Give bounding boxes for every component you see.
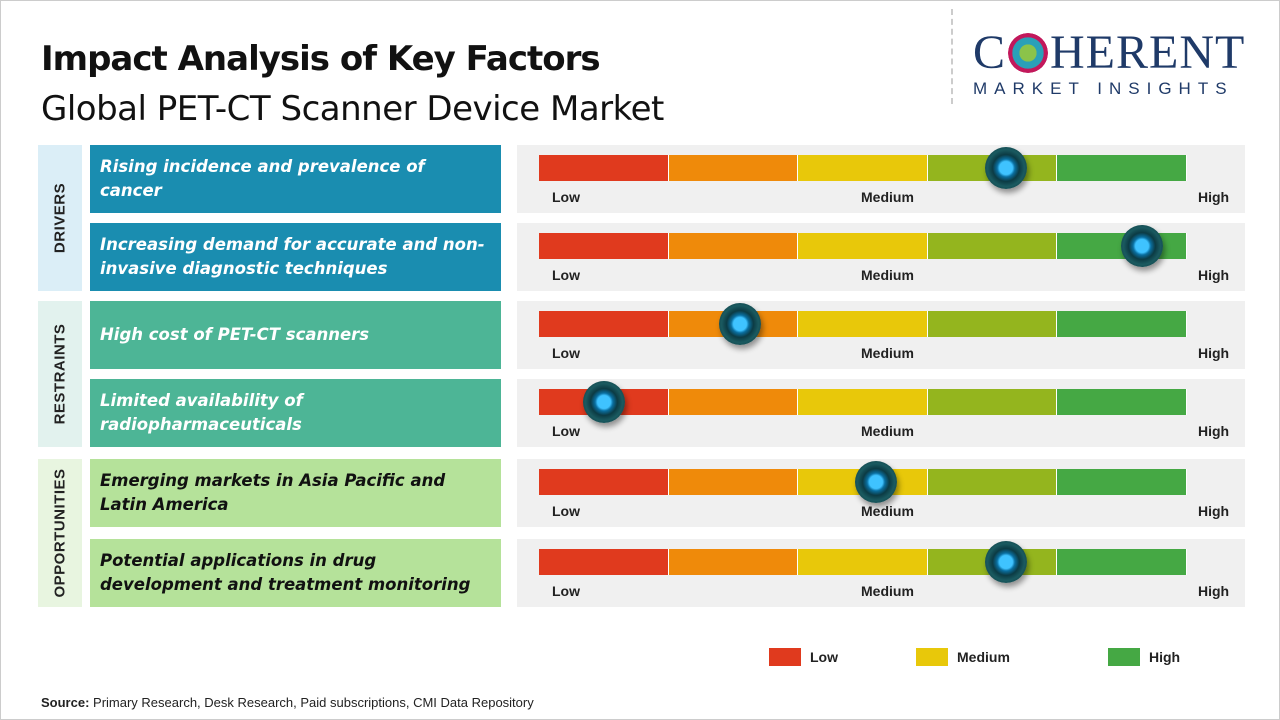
gauge-bar: [539, 225, 1187, 267]
factor-card: Potential applications in drug developme…: [90, 539, 501, 607]
gauge-segment: [1057, 155, 1187, 181]
gauge-segment: [668, 389, 799, 415]
gauge-segment: [668, 233, 799, 259]
gauge-segment: [668, 549, 799, 575]
gauge-segment: [798, 389, 928, 415]
logo: C HERENT MARKET INSIGHTS: [951, 9, 1271, 104]
scale-label-high: High: [1198, 345, 1230, 361]
section-label: OPPORTUNITIES: [51, 468, 69, 598]
legend-high: High: [1108, 648, 1180, 666]
scale-label-high: High: [1198, 189, 1230, 205]
scale-label-medium: Medium: [861, 189, 914, 205]
source-note: Source: Primary Research, Desk Research,…: [41, 695, 534, 710]
gauge-segment: [927, 311, 1058, 337]
impact-gauge: Low Medium High: [517, 223, 1245, 291]
page-title: Impact Analysis of Key Factors: [41, 39, 601, 79]
scale-label-high: High: [1198, 503, 1230, 519]
gauge-segment: [539, 311, 669, 337]
impact-gauge: Low Medium High: [517, 459, 1245, 527]
scale-label-high: High: [1198, 583, 1230, 599]
section-label: DRIVERS: [51, 182, 69, 254]
impact-gauge: Low Medium High: [517, 301, 1245, 369]
gauge-segment: [1057, 549, 1187, 575]
gauge-segment: [927, 389, 1058, 415]
gauge-segment: [539, 549, 669, 575]
gauge-bar: [539, 461, 1187, 503]
scale-label-medium: Medium: [861, 345, 914, 361]
page-subtitle: Global PET-CT Scanner Device Market: [41, 89, 664, 129]
gauge-segment: [1057, 311, 1187, 337]
scale-label-medium: Medium: [861, 423, 914, 439]
scale-label-low: Low: [552, 583, 580, 599]
impact-gauge: Low Medium High: [517, 145, 1245, 213]
section-label: RESTRAINTS: [51, 323, 69, 425]
gauge-segment: [927, 233, 1058, 259]
globe-icon: [1008, 33, 1049, 73]
section-restraints: RESTRAINTS: [38, 301, 82, 447]
gauge-segment: [798, 233, 928, 259]
scale-label-low: Low: [552, 503, 580, 519]
scale-label-low: Low: [552, 423, 580, 439]
scale-label-low: Low: [552, 267, 580, 283]
factor-card: Emerging markets in Asia Pacific and Lat…: [90, 459, 501, 527]
gauge-segment: [927, 469, 1058, 495]
impact-marker: [718, 303, 761, 345]
impact-marker: [854, 461, 897, 503]
scale-label-low: Low: [552, 345, 580, 361]
impact-gauge: Low Medium High: [517, 379, 1245, 447]
gauge-segment: [668, 155, 799, 181]
legend-low: Low: [769, 648, 838, 666]
factor-card: Rising incidence and prevalence of cance…: [90, 145, 501, 213]
gauge-segment: [798, 549, 928, 575]
gauge-segment: [798, 155, 928, 181]
impact-marker: [984, 541, 1027, 583]
scale-label-medium: Medium: [861, 503, 914, 519]
scale-label-high: High: [1198, 267, 1230, 283]
section-drivers: DRIVERS: [38, 145, 82, 291]
gauge-segment: [668, 469, 799, 495]
gauge-segment: [539, 155, 669, 181]
section-opportunities: OPPORTUNITIES: [38, 459, 82, 607]
gauge-segment: [798, 311, 928, 337]
scale-label-medium: Medium: [861, 267, 914, 283]
gauge-segment: [539, 469, 669, 495]
legend-medium: Medium: [916, 648, 1010, 666]
impact-marker: [582, 381, 625, 423]
factor-card: High cost of PET-CT scanners: [90, 301, 501, 369]
gauge-segment: [539, 233, 669, 259]
factor-card: Increasing demand for accurate and non-i…: [90, 223, 501, 291]
scale-label-low: Low: [552, 189, 580, 205]
impact-marker: [1120, 225, 1163, 267]
gauge-bar: [539, 147, 1187, 189]
gauge-bar: [539, 381, 1187, 423]
gauge-bar: [539, 541, 1187, 583]
scale-label-medium: Medium: [861, 583, 914, 599]
impact-gauge: Low Medium High: [517, 539, 1245, 607]
factor-card: Limited availability of radiopharmaceuti…: [90, 379, 501, 447]
gauge-bar: [539, 303, 1187, 345]
impact-marker: [984, 147, 1027, 189]
gauge-segment: [1057, 389, 1187, 415]
gauge-segment: [1057, 469, 1187, 495]
scale-label-high: High: [1198, 423, 1230, 439]
